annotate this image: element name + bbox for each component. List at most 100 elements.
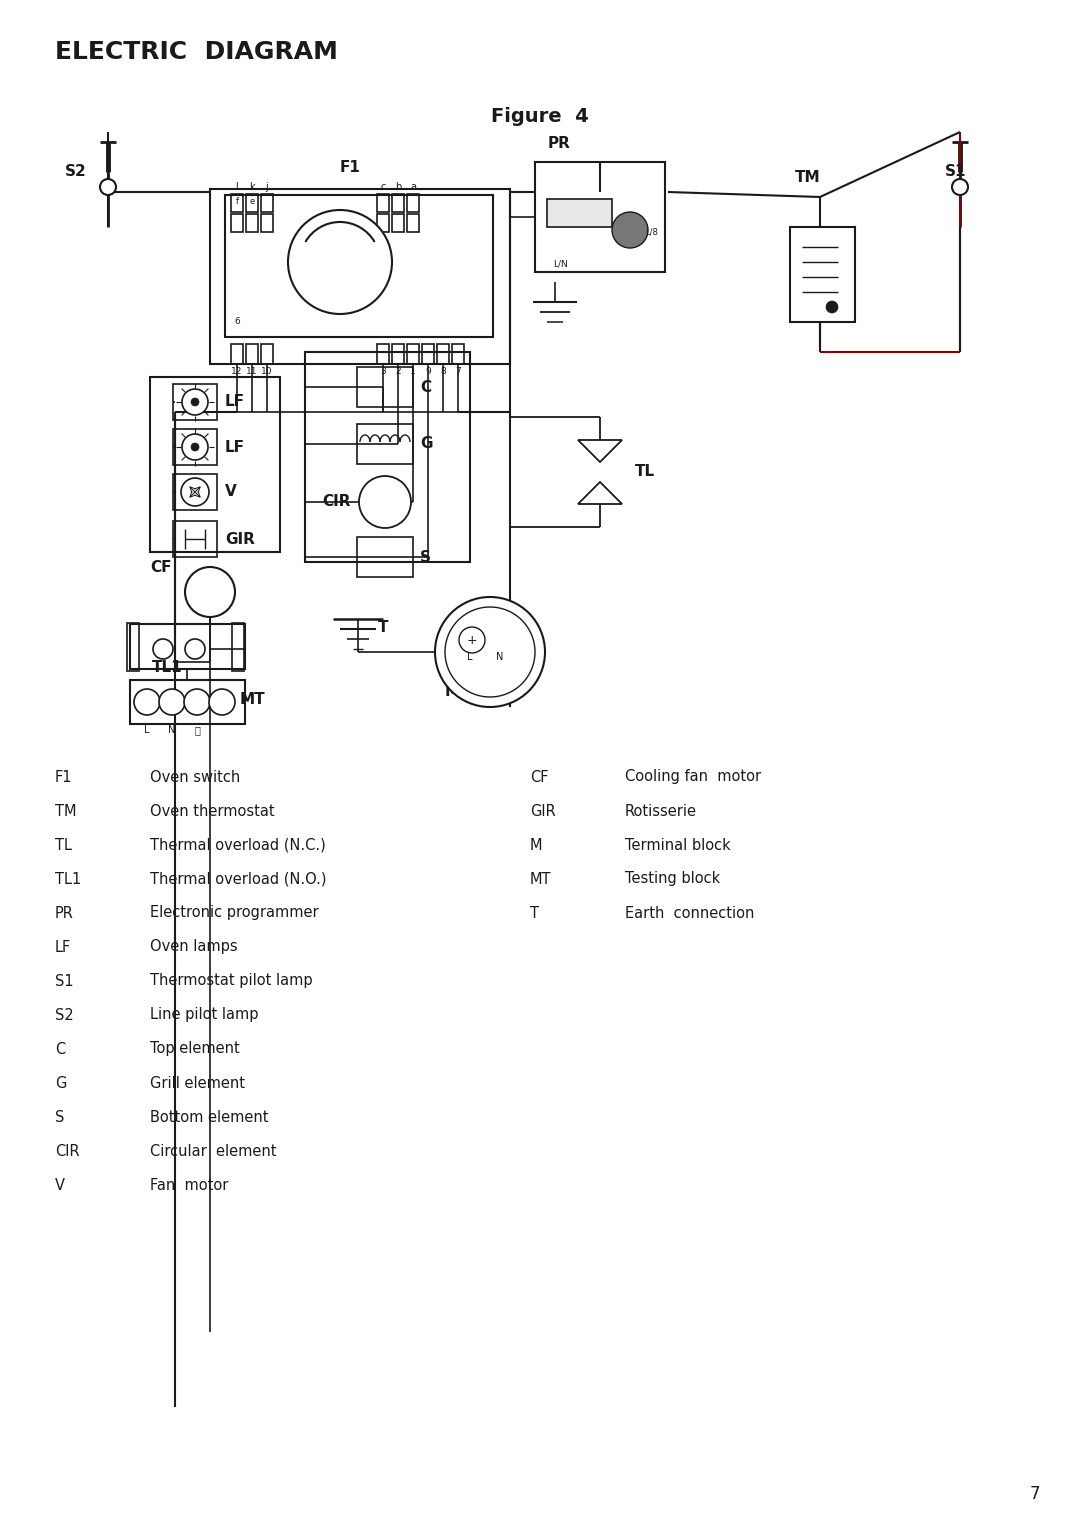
Circle shape	[612, 211, 648, 248]
Text: GIR: GIR	[530, 803, 556, 818]
Circle shape	[153, 639, 173, 659]
Text: V: V	[225, 484, 237, 499]
Text: V: V	[55, 1178, 65, 1192]
Text: Testing block: Testing block	[625, 872, 720, 887]
Circle shape	[826, 300, 838, 313]
Text: Circular  element: Circular element	[150, 1143, 276, 1158]
Text: TL: TL	[635, 464, 656, 480]
Text: LF: LF	[225, 395, 245, 409]
Circle shape	[184, 689, 210, 715]
Text: L/8: L/8	[645, 227, 658, 236]
Circle shape	[100, 179, 116, 195]
Text: Figure  4: Figure 4	[491, 107, 589, 127]
Bar	[407, 345, 419, 365]
Text: L: L	[468, 653, 473, 662]
Text: Cooling fan  motor: Cooling fan motor	[625, 769, 761, 784]
Text: S2: S2	[65, 164, 86, 179]
Text: b: b	[395, 182, 401, 192]
Text: Bottom element: Bottom element	[150, 1109, 269, 1124]
Circle shape	[445, 607, 535, 697]
Text: S1: S1	[945, 164, 967, 179]
Text: C: C	[420, 380, 431, 395]
Text: Earth  connection: Earth connection	[625, 905, 754, 921]
Text: S2: S2	[55, 1008, 73, 1022]
Text: 2: 2	[395, 368, 401, 377]
Text: CIR: CIR	[322, 495, 351, 510]
Text: F1: F1	[55, 769, 72, 784]
Text: Rotisserie: Rotisserie	[625, 803, 697, 818]
Text: 7: 7	[1029, 1485, 1040, 1503]
Bar	[453, 345, 464, 365]
Text: Top element: Top element	[150, 1042, 240, 1057]
Text: TL1: TL1	[152, 659, 183, 674]
Text: TM: TM	[795, 170, 821, 184]
Bar	[261, 195, 273, 211]
Polygon shape	[578, 483, 622, 504]
Text: S: S	[420, 550, 431, 564]
Text: T: T	[530, 905, 539, 921]
Text: S1: S1	[55, 973, 73, 988]
Bar	[377, 195, 389, 211]
Bar	[407, 195, 419, 211]
Text: TM: TM	[55, 803, 77, 818]
Text: Thermal overload (N.O.): Thermal overload (N.O.)	[150, 872, 326, 887]
Bar	[173, 473, 217, 510]
Text: j: j	[266, 182, 268, 192]
Bar	[231, 214, 243, 231]
Bar	[789, 227, 855, 322]
Text: Oven thermostat: Oven thermostat	[150, 803, 274, 818]
Text: 11: 11	[246, 368, 258, 377]
Text: PR: PR	[548, 136, 571, 152]
Text: Thermostat pilot lamp: Thermostat pilot lamp	[150, 973, 312, 988]
Circle shape	[185, 567, 235, 617]
Bar	[357, 538, 413, 578]
Text: l: l	[235, 182, 239, 192]
Bar	[130, 624, 245, 669]
Text: Grill element: Grill element	[150, 1075, 245, 1091]
Circle shape	[435, 597, 545, 706]
Bar	[392, 345, 404, 365]
Bar	[210, 188, 510, 365]
Bar	[524, 659, 532, 682]
Text: TL: TL	[55, 838, 72, 852]
Bar	[173, 385, 217, 420]
Bar	[392, 195, 404, 211]
Bar	[261, 214, 273, 231]
Text: 1: 1	[410, 368, 416, 377]
Text: S: S	[55, 1109, 65, 1124]
Circle shape	[181, 478, 210, 506]
Bar	[357, 368, 413, 408]
Text: 7: 7	[455, 368, 461, 377]
Text: MT: MT	[240, 692, 266, 708]
Bar	[225, 195, 492, 337]
Text: 12: 12	[231, 368, 243, 377]
Bar	[231, 195, 243, 211]
Circle shape	[183, 389, 208, 415]
Circle shape	[459, 627, 485, 653]
Text: N: N	[168, 725, 176, 735]
Bar	[150, 377, 280, 552]
Text: TL1: TL1	[55, 872, 81, 887]
Text: F1: F1	[340, 159, 361, 175]
Bar	[173, 429, 217, 466]
Text: Thermal overload (N.C.): Thermal overload (N.C.)	[150, 838, 326, 852]
Text: 9: 9	[426, 368, 431, 377]
Bar	[246, 345, 258, 365]
Text: G: G	[55, 1075, 66, 1091]
Text: Oven switch: Oven switch	[150, 769, 240, 784]
Text: Line pilot lamp: Line pilot lamp	[150, 1008, 258, 1022]
Text: LF: LF	[225, 440, 245, 455]
Circle shape	[191, 398, 199, 406]
Text: CF: CF	[530, 769, 549, 784]
Text: M: M	[445, 685, 460, 700]
Text: T: T	[378, 619, 389, 634]
Bar	[511, 659, 519, 682]
Bar	[437, 345, 449, 365]
Bar	[535, 162, 665, 273]
Text: Electronic programmer: Electronic programmer	[150, 905, 319, 921]
Circle shape	[159, 689, 185, 715]
Circle shape	[185, 639, 205, 659]
Bar	[422, 345, 434, 365]
Bar	[407, 214, 419, 231]
Bar	[173, 521, 217, 558]
